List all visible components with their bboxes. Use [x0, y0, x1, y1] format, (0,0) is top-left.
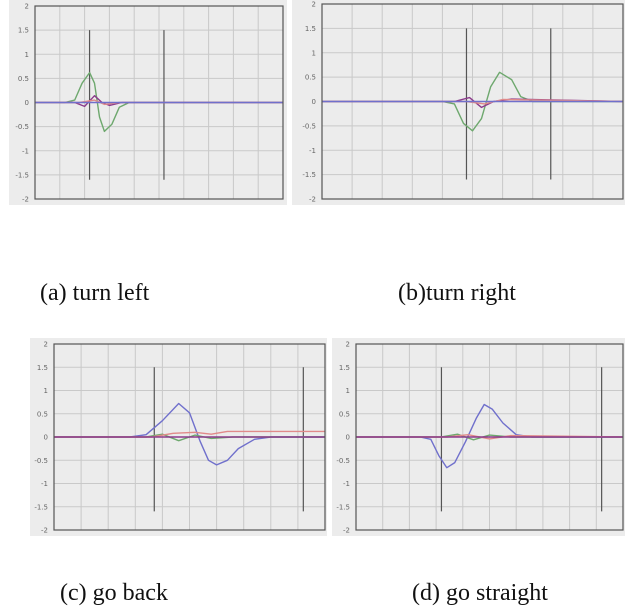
y-tick-label: -2 [22, 196, 29, 204]
y-tick-label: -0.5 [15, 123, 29, 131]
y-tick-label: 2 [346, 341, 350, 349]
y-tick-label: -0.5 [336, 457, 350, 465]
caption-c: (c) go back [60, 580, 168, 606]
chart-panel-c: 2 1.5 1 0.5 0 -0.5 -1 -1.5 -2 [30, 338, 327, 536]
plot-frame [355, 343, 624, 531]
y-tick-label: 0 [346, 434, 350, 442]
y-tick-label: -1.5 [336, 503, 350, 511]
y-tick-label: 0.5 [305, 74, 316, 82]
y-tick-label: 0.5 [37, 410, 48, 418]
chart-svg: 2 1.5 1 0.5 0 -0.5 -1 -1.5 -2 [34, 341, 326, 535]
y-tick-label: -0.5 [302, 122, 316, 130]
plot-frame [53, 343, 326, 531]
y-tick-label: 1.5 [339, 364, 350, 372]
y-tick-label: 1.5 [305, 25, 316, 33]
y-tick-label: -1.5 [15, 171, 29, 179]
y-tick-label: 1 [44, 387, 48, 395]
y-tick-label: -1 [22, 147, 29, 155]
y-tick-label: 2 [25, 3, 29, 11]
y-tick-label: 2 [312, 1, 316, 9]
y-tick-label: -2 [343, 527, 350, 535]
y-tick-label: -1 [343, 480, 350, 488]
y-tick-label: -2 [309, 196, 316, 204]
series-line-1 [35, 71, 283, 133]
caption-d: (d) go straight [412, 580, 548, 606]
y-tick-label: 0 [44, 434, 48, 442]
y-tick-label: 2 [44, 341, 48, 349]
y-tick-label: -2 [41, 527, 48, 535]
y-tick-label: 0.5 [339, 410, 350, 418]
series-line-1 [54, 402, 325, 466]
y-tick-label: -1.5 [302, 171, 316, 179]
caption-b: (b)turn right [398, 280, 516, 306]
y-tick-label: 0 [25, 99, 29, 107]
plot-frame [34, 5, 284, 200]
y-tick-label: 1 [346, 387, 350, 395]
caption-a: (a) turn left [40, 280, 150, 306]
chart-panel-b: 2 1.5 1 0.5 0 -0.5 -1 -1.5 -2 [292, 0, 625, 205]
y-tick-label: 1.5 [18, 27, 29, 35]
series-line-1 [322, 71, 623, 132]
chart-panel-d: 2 1.5 1 0.5 0 -0.5 -1 -1.5 -2 [332, 338, 625, 536]
y-tick-label: -0.5 [34, 457, 48, 465]
plot-frame [321, 3, 624, 200]
y-tick-label: 1 [25, 51, 29, 59]
y-tick-label: 0 [312, 98, 316, 106]
chart-svg: 2 1.5 1 0.5 0 -0.5 -1 -1.5 -2 [302, 1, 624, 204]
y-tick-label: -1 [41, 480, 48, 488]
y-tick-label: 0.5 [18, 75, 29, 83]
y-tick-label: 1 [312, 49, 316, 57]
y-tick-label: 1.5 [37, 364, 48, 372]
y-tick-label: -1 [309, 147, 316, 155]
chart-svg: 2 1.5 1 0.5 0 -0.5 -1 -1.5 -2 [336, 341, 624, 535]
chart-svg: 2 1.5 1 0.5 0 -0.5 -1 -1.5 -2 [15, 3, 284, 204]
chart-panel-a: 2 1.5 1 0.5 0 -0.5 -1 -1.5 -2 [9, 0, 287, 205]
y-tick-label: -1.5 [34, 503, 48, 511]
